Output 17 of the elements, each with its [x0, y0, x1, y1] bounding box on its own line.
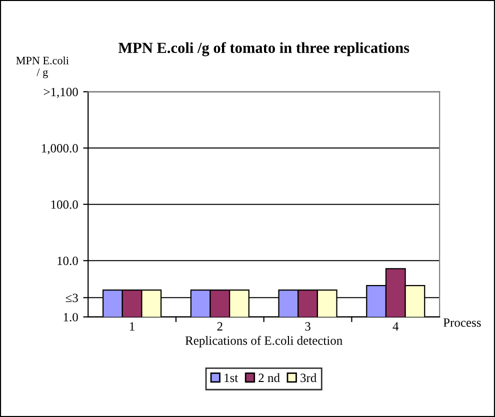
- chart-title: MPN E.coli /g of tomato in three replications: [118, 42, 410, 56]
- y-tick-label: 10.0: [58, 256, 78, 266]
- x-tick-label: 3: [305, 322, 310, 331]
- x-axis-title: Replications of E.coli detection: [185, 336, 342, 348]
- legend-label: 3rd: [300, 373, 316, 382]
- x-tick-label: 2: [217, 322, 222, 330]
- y-tick-label: 100.0: [51, 200, 78, 209]
- x-tick-label: 4: [392, 322, 399, 330]
- y-tick-label: 1,000.0: [42, 144, 78, 154]
- text: Process: [443, 318, 481, 327]
- legend-label: 2 nd: [258, 373, 280, 382]
- y-tick-label: >1,100: [44, 88, 78, 98]
- y-tick-label: ≤3: [66, 294, 78, 302]
- legend-label: 1st: [224, 374, 238, 382]
- y-tick-label: 1.0: [64, 312, 78, 322]
- x-tick-label: 1: [130, 322, 134, 330]
- y-axis-title: MPN E.coli / g: [16, 56, 69, 78]
